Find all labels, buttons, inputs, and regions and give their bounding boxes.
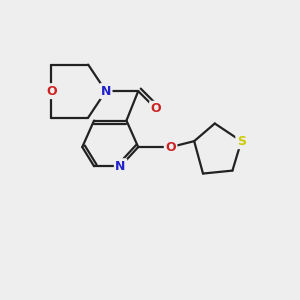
Text: O: O xyxy=(151,102,161,115)
Text: O: O xyxy=(46,85,57,98)
Text: S: S xyxy=(237,135,246,148)
Text: N: N xyxy=(100,85,111,98)
Text: O: O xyxy=(165,141,176,154)
Text: N: N xyxy=(116,160,126,173)
